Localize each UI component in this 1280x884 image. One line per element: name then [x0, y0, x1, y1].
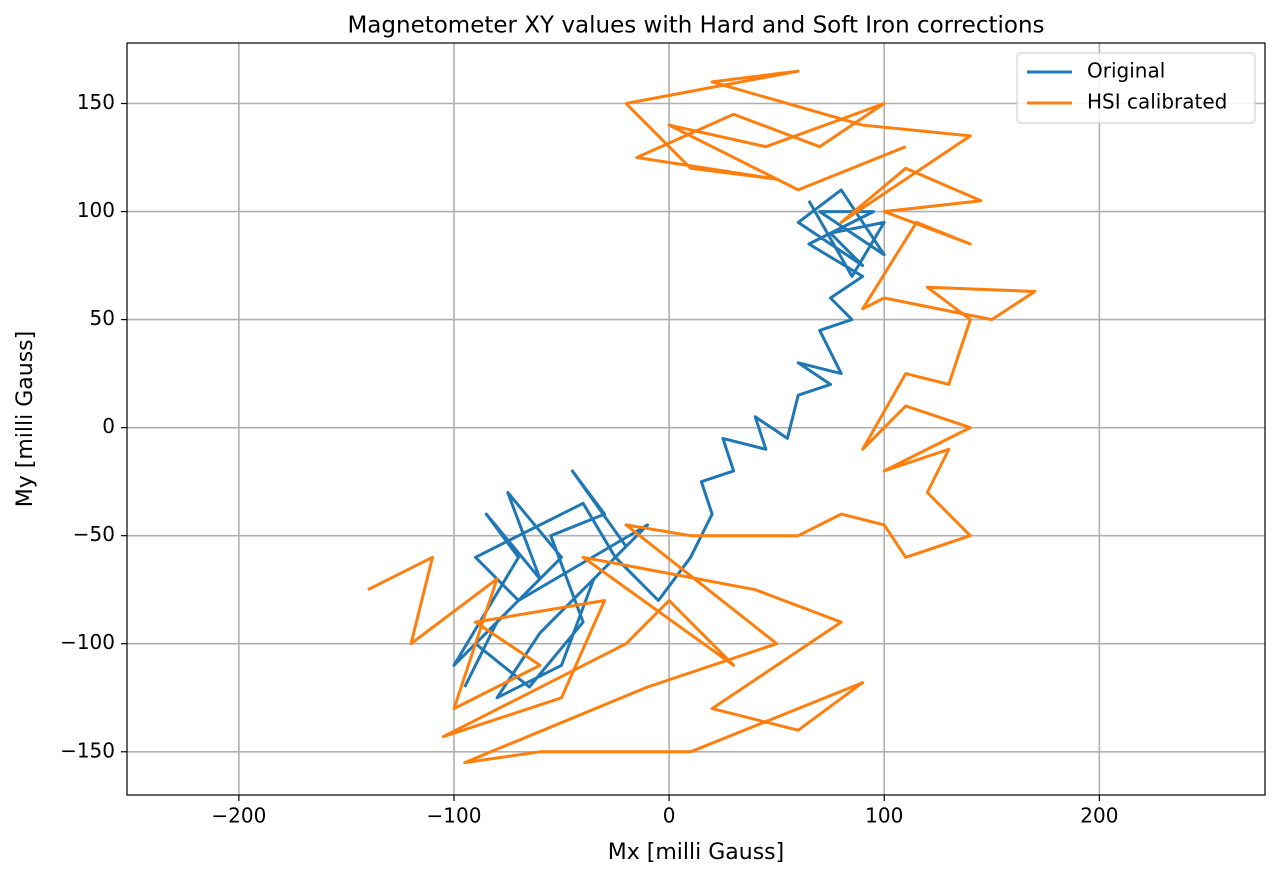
- x-tick-label: −100: [427, 804, 482, 828]
- legend-label: HSI calibrated: [1087, 90, 1227, 114]
- legend-box: [1016, 52, 1256, 124]
- chart-title: Magnetometer XY values with Hard and Sof…: [347, 13, 1044, 39]
- x-tick-label: −200: [211, 804, 266, 828]
- y-tick-label: 50: [90, 306, 115, 330]
- y-tick-label: 0: [102, 414, 115, 438]
- x-axis-label: Mx [milli Gauss]: [608, 840, 784, 865]
- y-tick-label: 150: [77, 90, 115, 114]
- x-tick-label: 0: [663, 804, 676, 828]
- x-tick-label: 100: [865, 804, 903, 828]
- x-tick-label: 200: [1080, 804, 1118, 828]
- legend-label: Original: [1087, 59, 1165, 83]
- y-tick-label: −150: [60, 738, 115, 762]
- y-axis-label: My [milli Gauss]: [13, 331, 38, 507]
- plot-frame: [126, 42, 1266, 796]
- y-tick-label: −100: [60, 630, 115, 654]
- y-tick-label: −50: [73, 522, 115, 546]
- data-line: [367, 69, 1037, 765]
- legend: Original HSI calibrated: [1016, 52, 1256, 124]
- y-tick-label: 100: [77, 198, 115, 222]
